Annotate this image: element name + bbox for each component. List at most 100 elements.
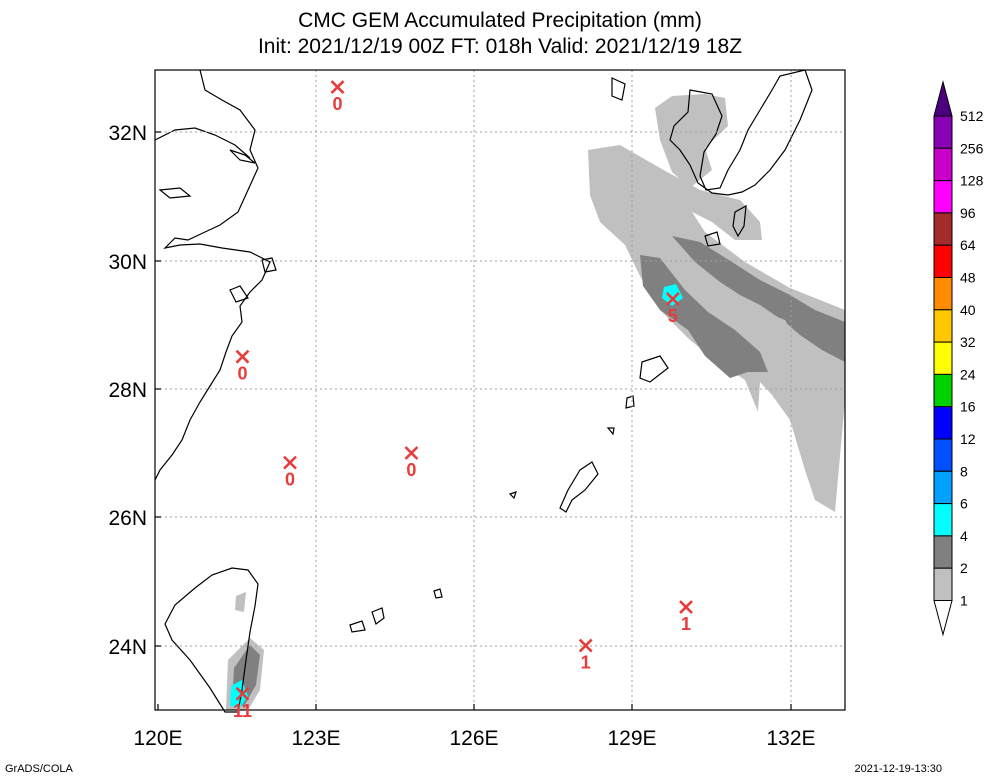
coastlines [154,69,813,713]
yakushima-island [704,231,721,247]
map-title: CMC GEM Accumulated Precipitation (mm) [298,9,702,32]
colorbar-segment [933,309,953,343]
lon-label-126e: 126E [449,727,498,750]
senkaku-island [433,588,443,599]
map-frame [154,69,846,711]
axis-labels: 120E 123E 126E 129E 132E 32N 30N 28N 26N… [108,122,815,750]
station-value: 1 [681,614,691,634]
colorbar-label: 4 [960,528,968,544]
station-x-mark [283,455,297,470]
colorbar-segment [933,115,953,149]
station-x-mark [404,446,419,460]
precip-area-cyan [230,680,248,708]
colorbar-segment [933,212,953,246]
ishigaki-island [349,620,366,633]
lat-label-30n: 30N [108,251,147,274]
colorbar-label: 48 [960,270,976,286]
footer-timestamp: 2021-12-19-13:30 [854,763,942,775]
colorbar-segment [933,277,953,311]
lon-label-132e: 132E [766,727,815,750]
station-x-mark [330,80,345,94]
ryukyu-island [606,427,615,436]
kyushu-coastline [669,69,813,196]
station-value: 0 [333,94,343,114]
colorbar-label: 128 [960,173,984,189]
colorbar-label: 12 [960,431,976,447]
colorbar-segment [933,567,953,602]
footer-credit: GrADS/COLA [5,763,73,775]
miyako-island [371,607,385,625]
china-coastline [154,69,271,481]
colorbar-label: 512 [960,108,984,124]
lon-label-123e: 123E [291,727,340,750]
colorbar-label: 24 [960,366,976,382]
station-x-mark [235,349,250,364]
lat-label-32n: 32N [108,122,147,145]
station-marker: 1 [578,638,593,673]
tick-marks [155,131,792,710]
lon-label-129e: 129E [607,727,656,750]
station-value: 0 [406,460,416,480]
station-marker: 11 [233,686,252,721]
amami-island [639,355,669,383]
colorbar-label: 16 [960,399,976,415]
coastal-island [158,187,192,199]
lat-label-28n: 28N [108,379,147,402]
colorbar-segment [933,535,953,569]
colorbar-label: 256 [960,140,984,156]
colorbar-segment [933,470,953,505]
station-value: 0 [285,470,295,490]
zhoushan-islands [229,285,249,303]
colorbar-segment [933,244,953,278]
colorbar-label: 2 [960,560,968,576]
station-value: 5 [668,306,678,326]
lat-label-24n: 24N [108,636,147,659]
colorbar-segment [933,147,953,182]
coastal-island [229,149,256,164]
colorbar-segment [933,406,953,440]
colorbar-segment [933,341,953,375]
station-x-mark [665,292,680,306]
station-value: 11 [233,701,252,721]
tanegashima-island [732,204,747,238]
station-marker: 0 [330,80,345,114]
taiwan-coastline [164,567,259,713]
station-value: 0 [237,364,247,384]
colorbar-segment [933,373,953,408]
colorbar-label: 6 [960,496,968,512]
station-marker: 0 [283,455,297,490]
gridlines [155,70,845,710]
colorbar-label: 64 [960,237,976,253]
zhoushan-islands [261,257,277,273]
station-value: 1 [581,653,591,673]
precip-area-light [235,592,246,612]
precip-area-dark [672,236,845,362]
precip-shading [226,94,845,710]
precip-area-light [655,94,728,188]
colorbar-bottom-arrow [933,600,953,637]
ryukyu-island [625,395,635,409]
okinawa-island [559,461,599,513]
station-x-mark [578,638,593,653]
station-marker: 5 [665,292,680,326]
colorbar-segment [933,438,953,472]
station-marker: 0 [404,446,419,480]
precip-gap [715,304,739,316]
station-marker: 0 [235,349,250,384]
korea-coast [611,77,626,101]
lat-label-26n: 26N [108,507,147,530]
colorbar-label: 96 [960,205,976,221]
lon-label-120e: 120E [133,727,182,750]
precip-area-cyan [662,284,683,306]
colorbar-segment [933,503,953,537]
colorbar-label: 1 [960,593,968,609]
station-x-mark [679,600,693,614]
colorbar-segment [933,180,953,214]
precip-area-dark [760,310,810,378]
map-subtitle: Init: 2021/12/19 00Z FT: 018h Valid: 202… [257,35,743,58]
colorbar-label: 8 [960,463,968,479]
